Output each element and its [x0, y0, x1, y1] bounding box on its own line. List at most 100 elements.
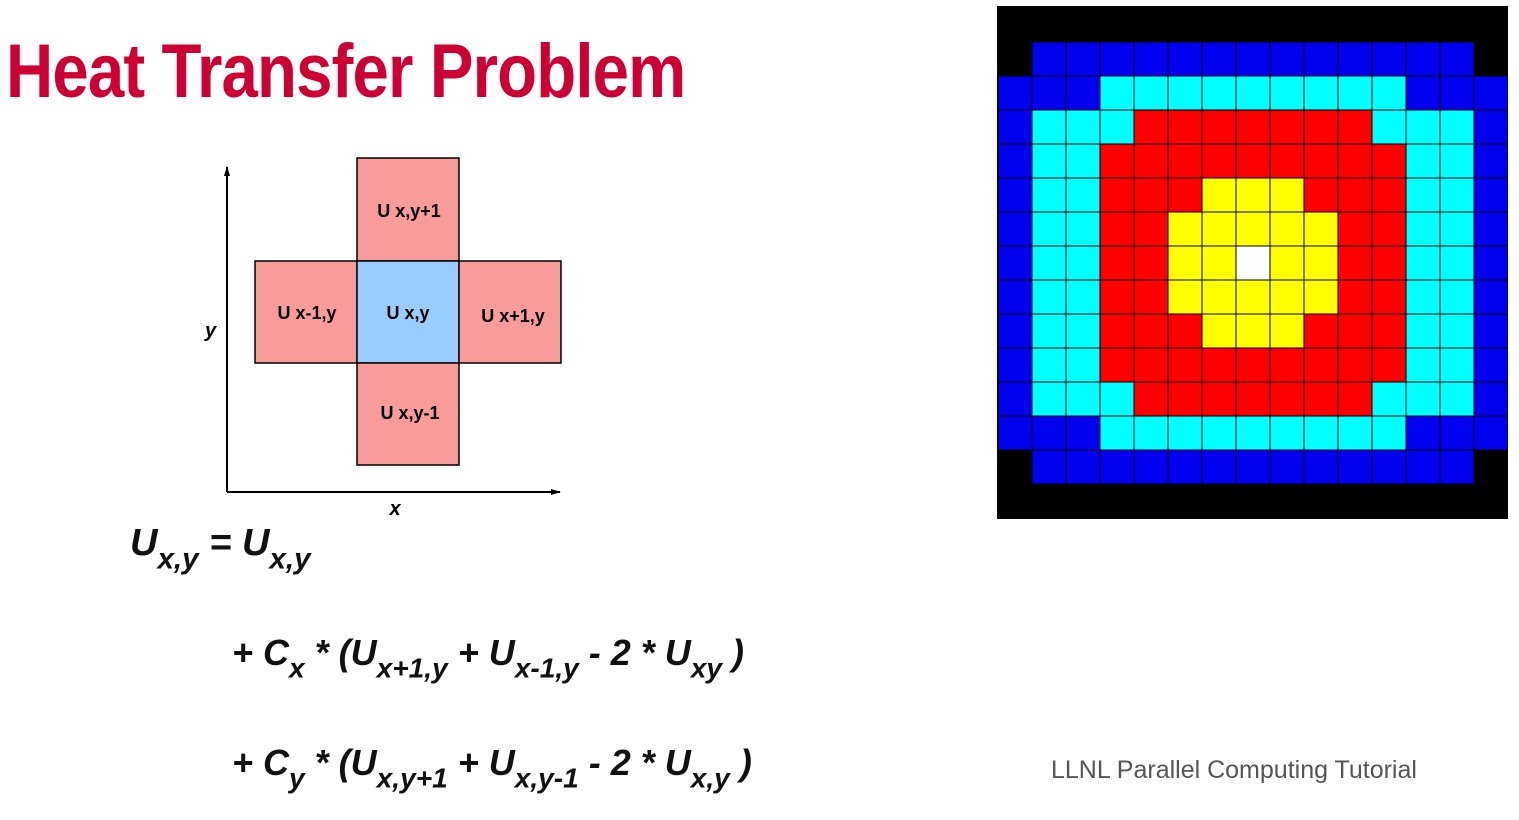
heat-cell	[1337, 415, 1373, 451]
heat-cell	[1099, 313, 1135, 349]
heat-cell	[1269, 109, 1305, 145]
stencil-label-left: U x-1,y	[277, 303, 336, 323]
heat-cell	[1031, 75, 1067, 111]
heat-cell	[1167, 177, 1203, 213]
eq1-rhs-sub: x,y	[269, 542, 311, 576]
heat-cell	[1099, 177, 1135, 213]
heat-cell	[1235, 143, 1271, 179]
heat-cell	[1439, 75, 1475, 111]
heat-cell	[1031, 313, 1067, 349]
heat-cell	[1405, 41, 1441, 77]
eq2-plus: + U	[447, 632, 515, 673]
heat-cell	[1473, 381, 1508, 417]
heat-cell	[1405, 245, 1441, 281]
heat-cell	[1405, 211, 1441, 247]
heat-cell	[1439, 245, 1475, 281]
heat-cell	[1371, 109, 1407, 145]
eq2-minus: - 2 * U	[578, 632, 691, 673]
heat-cell	[1235, 381, 1271, 417]
heat-cell	[1099, 381, 1135, 417]
heat-cell	[997, 313, 1033, 349]
heat-cell	[1235, 347, 1271, 383]
heat-cell	[1065, 75, 1101, 111]
eq3-open: * (U	[304, 742, 377, 783]
heat-cell	[1031, 109, 1067, 145]
heat-cell	[1167, 313, 1203, 349]
heat-cell	[1337, 177, 1373, 213]
heat-cell	[1269, 75, 1305, 111]
heat-cell	[1065, 313, 1101, 349]
heat-cell	[1167, 211, 1203, 247]
stencil-label-bottom: U x,y-1	[380, 403, 439, 423]
heat-cell	[1201, 41, 1237, 77]
eq1-lhs: U	[130, 522, 158, 564]
heat-cell	[1439, 347, 1475, 383]
heat-cell	[1337, 41, 1373, 77]
heat-cell	[1405, 449, 1441, 485]
eq3-c-sub: y	[289, 762, 305, 794]
heat-cell	[1303, 347, 1339, 383]
heat-cell	[1303, 415, 1339, 451]
heat-cell	[1473, 313, 1508, 349]
heat-cell	[1167, 143, 1203, 179]
heat-cell	[1201, 415, 1237, 451]
heat-cell	[1065, 143, 1101, 179]
heat-cell	[1337, 449, 1373, 485]
heat-cell	[1439, 41, 1475, 77]
heat-cell	[1337, 313, 1373, 349]
heat-cell	[1031, 381, 1067, 417]
heat-cell	[1473, 415, 1508, 451]
heat-cell	[1201, 177, 1237, 213]
axis-y-label: y	[204, 320, 217, 342]
heat-cell	[1031, 279, 1067, 315]
eq3-close: )	[729, 742, 752, 783]
heat-cell	[1031, 177, 1067, 213]
heat-cell	[1439, 415, 1475, 451]
heat-cell	[1405, 177, 1441, 213]
eq3-t2-sub: x,y-1	[514, 762, 579, 794]
heat-cell	[1201, 143, 1237, 179]
heat-cell	[1235, 177, 1271, 213]
heat-cell	[1405, 143, 1441, 179]
heat-cell	[1167, 75, 1203, 111]
heat-cell	[1439, 313, 1475, 349]
heat-cell	[1269, 279, 1305, 315]
heat-cell	[1371, 41, 1407, 77]
credit-text: LLNL Parallel Computing Tutorial	[1051, 756, 1417, 784]
heat-cell	[1371, 347, 1407, 383]
heat-cell	[1269, 211, 1305, 247]
heat-cell	[1337, 279, 1373, 315]
heat-cell	[1473, 177, 1508, 213]
heat-cell	[1405, 347, 1441, 383]
heat-cell	[1235, 415, 1271, 451]
stencil-cell-center	[356, 260, 460, 364]
heat-cell	[997, 245, 1033, 281]
heat-cell	[1099, 109, 1135, 145]
heat-cell	[1303, 245, 1339, 281]
heat-cell	[1371, 313, 1407, 349]
heat-cell	[1371, 211, 1407, 247]
heat-cell	[1099, 347, 1135, 383]
heat-cell	[1235, 313, 1271, 349]
heat-cell	[1473, 279, 1508, 315]
heat-cell	[1099, 449, 1135, 485]
heat-cell	[1133, 381, 1169, 417]
heat-cell	[1235, 245, 1271, 281]
heat-cell	[1099, 41, 1135, 77]
eq1-rhs: U	[241, 522, 270, 564]
heat-cell	[1133, 41, 1169, 77]
heat-cell	[1371, 415, 1407, 451]
stencil-label-center: U x,y	[386, 303, 429, 323]
heat-cell	[997, 211, 1033, 247]
heat-cell	[997, 415, 1033, 451]
heat-cell	[1439, 177, 1475, 213]
heat-cell	[997, 143, 1033, 179]
heat-cell	[997, 177, 1033, 213]
stencil-cell-right	[458, 260, 562, 364]
heat-cell	[1337, 75, 1373, 111]
heat-cell	[1065, 41, 1101, 77]
heat-cell	[1473, 211, 1508, 247]
heat-cell	[1031, 415, 1067, 451]
heat-cell	[1473, 75, 1508, 111]
heat-cell	[1133, 109, 1169, 145]
